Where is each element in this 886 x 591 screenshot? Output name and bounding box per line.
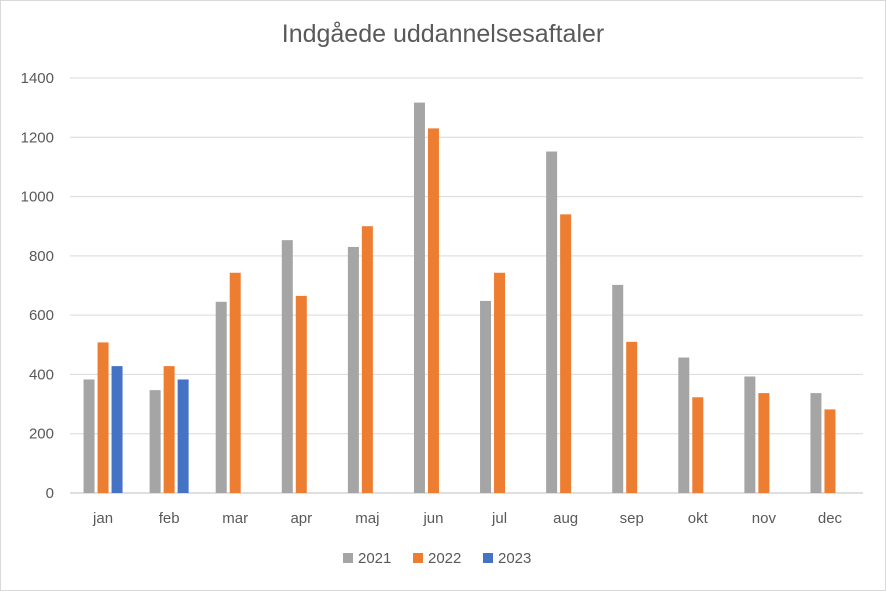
bar-2022-okt xyxy=(692,397,704,493)
gridlines xyxy=(70,77,863,494)
x-tick-label: dec xyxy=(818,510,843,527)
bar-2021-okt xyxy=(678,357,690,493)
x-tick-label: maj xyxy=(355,510,379,527)
x-tick-label: feb xyxy=(159,510,180,527)
x-tick-label: jul xyxy=(491,510,507,527)
bar-2022-aug xyxy=(560,214,572,493)
bar-2022-jul xyxy=(494,272,506,493)
y-tick-label: 1000 xyxy=(21,189,54,206)
legend: 2021 2022 2023 xyxy=(343,550,531,567)
bar-2022-jun xyxy=(427,128,439,493)
bar-2021-jan xyxy=(83,379,95,493)
y-tick-label: 800 xyxy=(29,248,54,265)
y-axis-tick-labels: 0 200 400 600 800 1000 1200 1400 xyxy=(21,70,54,502)
bar-2023-feb xyxy=(177,379,189,493)
bar-2022-mar xyxy=(229,272,241,493)
bar-2021-dec xyxy=(810,393,822,493)
chart-title: Indgåede uddannelsesaftaler xyxy=(281,20,605,48)
y-tick-label: 600 xyxy=(29,307,54,324)
bar-2021-feb xyxy=(149,390,161,493)
bar-2023-jan xyxy=(111,366,123,493)
x-tick-label: jan xyxy=(92,510,113,527)
x-tick-label: aug xyxy=(553,510,578,527)
y-tick-label: 200 xyxy=(29,426,54,443)
bar-2022-nov xyxy=(758,393,770,493)
bar-2021-apr xyxy=(281,240,293,493)
bar-2022-jan xyxy=(97,342,109,493)
bar-2022-dec xyxy=(824,409,836,493)
bars xyxy=(83,102,836,493)
bar-2021-jul xyxy=(480,300,492,493)
legend-label: 2021 xyxy=(358,550,391,567)
x-tick-label: sep xyxy=(620,510,644,527)
y-tick-label: 1400 xyxy=(21,70,54,87)
legend-swatch-2021 xyxy=(343,553,353,563)
legend-label: 2022 xyxy=(428,550,461,567)
x-tick-label: apr xyxy=(290,510,312,527)
legend-label: 2023 xyxy=(498,550,531,567)
y-tick-label: 400 xyxy=(29,366,54,383)
x-tick-label: mar xyxy=(222,510,248,527)
legend-swatch-2023 xyxy=(483,553,493,563)
bar-2022-feb xyxy=(163,366,175,493)
x-tick-label: jun xyxy=(422,510,443,527)
bar-2021-sep xyxy=(612,284,624,493)
x-axis-tick-labels: jan feb mar apr maj jun jul aug sep okt nov dec xyxy=(92,510,843,527)
bar-2021-maj xyxy=(347,246,359,493)
bar-2021-mar xyxy=(215,301,227,493)
legend-swatch-2022 xyxy=(413,553,423,563)
y-tick-label: 1200 xyxy=(21,129,54,146)
bar-2021-jun xyxy=(413,102,425,493)
y-tick-label: 0 xyxy=(46,485,54,502)
x-tick-label: okt xyxy=(688,510,709,527)
bar-2021-aug xyxy=(546,151,558,493)
bar-2022-apr xyxy=(295,295,307,493)
bar-2022-sep xyxy=(626,341,638,493)
bar-2022-maj xyxy=(361,226,373,493)
bar-2021-nov xyxy=(744,376,756,493)
x-tick-label: nov xyxy=(752,510,777,527)
